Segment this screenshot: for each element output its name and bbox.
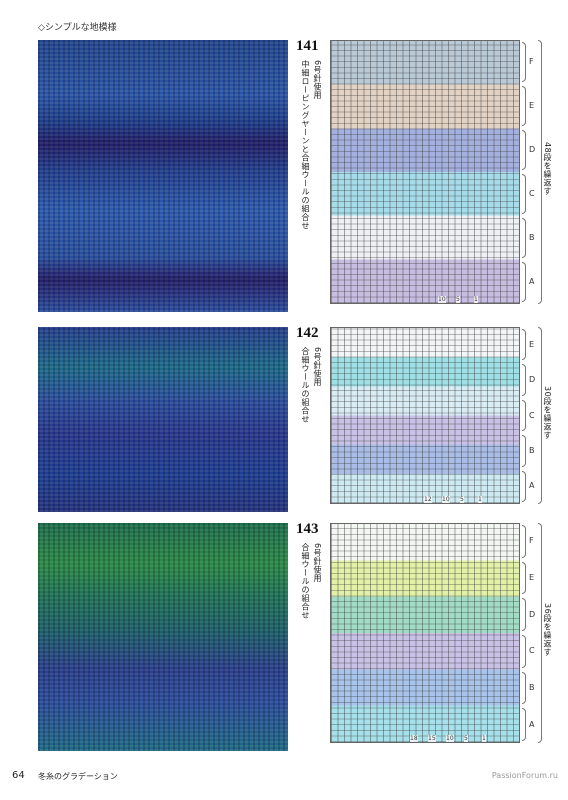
section-brace [522, 86, 526, 126]
needle-text: 6号針使用 [313, 347, 322, 387]
section-label: C [529, 646, 535, 656]
section-label: B [529, 233, 535, 242]
page-number: 64 [12, 770, 25, 781]
section-brace [522, 561, 526, 595]
section-brace [522, 708, 526, 741]
section-brace [522, 218, 526, 258]
watermark: PassionForum.ru [491, 771, 558, 780]
needle-text: 6号針使用 [313, 543, 322, 583]
needle-text: 6号針使用 [313, 60, 322, 100]
section-brace [522, 42, 526, 82]
stitch-number: 15 [428, 735, 436, 742]
section-brace [522, 635, 526, 668]
section-label: A [529, 719, 535, 729]
stitch-number: 12 [424, 496, 432, 503]
section-brace [522, 525, 526, 558]
yarn-text: 合細ウールの組合せ [301, 347, 310, 424]
pattern-number: 142 [296, 325, 319, 341]
section-label: E [529, 339, 535, 349]
swatch-photo [38, 40, 288, 312]
section-label: F [529, 57, 534, 66]
stitch-number: 1 [478, 496, 482, 503]
yarn-text: 中細ローピングヤーンと合細ウールの組合せ [301, 60, 310, 230]
knit-texture [38, 40, 288, 312]
section-brace [522, 364, 526, 396]
section-label: D [529, 375, 536, 385]
stitch-number: 10 [442, 496, 450, 503]
section-brace [522, 470, 526, 502]
swatch-photo [38, 523, 288, 751]
chart-grid [331, 524, 519, 742]
section-brace [522, 130, 526, 170]
section-label: E [529, 573, 535, 582]
chart-grid [331, 328, 519, 503]
section-label: E [529, 101, 535, 110]
stitch-number: 5 [460, 496, 464, 503]
repeat-text: 30段を繰返す [543, 385, 552, 440]
chart-grid [331, 41, 519, 303]
swatch-photo [38, 327, 288, 512]
section-brace [522, 671, 526, 705]
stitch-number: 18 [410, 735, 418, 742]
section-brace [522, 435, 526, 467]
header-title: ◇シンプルな地模様 [38, 23, 117, 33]
knit-texture [38, 327, 288, 512]
yarn-text: 合細ウールの組合せ [301, 543, 310, 620]
section-brace [522, 262, 526, 302]
section-label: C [529, 189, 535, 198]
section-label: D [529, 609, 536, 619]
knitting-chart [330, 327, 520, 504]
pattern-number: 143 [296, 521, 319, 537]
section-brace [522, 329, 526, 361]
stitch-number: 10 [446, 735, 454, 742]
repeat-text: 36段を繰返す [543, 603, 552, 657]
pattern-number: 141 [296, 38, 319, 54]
stitch-number: 1 [482, 735, 486, 742]
section-label: B [529, 445, 535, 455]
stitch-number: 10 [438, 296, 446, 303]
section-brace [522, 598, 526, 631]
section-label: D [529, 145, 536, 154]
stitch-number: 5 [464, 735, 468, 742]
section-label: C [529, 410, 535, 420]
knit-texture [38, 523, 288, 751]
section-label: F [529, 536, 534, 546]
knitting-chart [330, 40, 520, 304]
section-label: A [529, 277, 535, 286]
footer-title: 冬糸のグラデーション [38, 772, 118, 781]
section-brace [522, 399, 526, 432]
section-label: A [529, 481, 535, 491]
repeat-text: 48段を繰返す [543, 142, 552, 196]
section-label: B [529, 683, 535, 692]
stitch-number: 5 [456, 296, 460, 303]
stitch-number: 1 [474, 296, 478, 303]
section-brace [522, 174, 526, 214]
knitting-chart [330, 523, 520, 743]
